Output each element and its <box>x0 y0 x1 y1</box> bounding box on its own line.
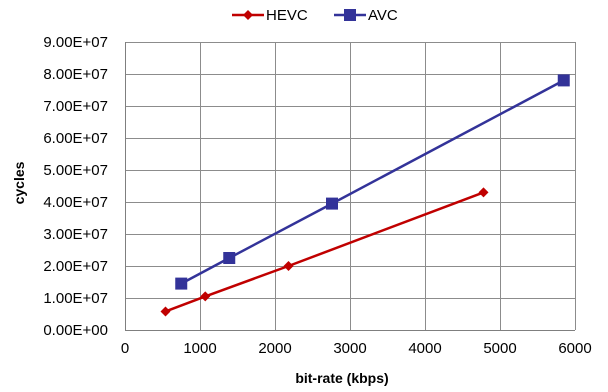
y-axis-tick-labels: 0.00E+00 1.00E+07 2.00E+07 3.00E+07 4.00E+07… <box>43 34 108 339</box>
legend-item-hevc: HEVC <box>232 7 308 24</box>
legend-label: HEVC <box>266 7 308 24</box>
series-line-avc <box>180 79 565 285</box>
data-point-hevc <box>478 187 489 198</box>
data-point-avc <box>223 252 236 264</box>
y-tick-label: 7.00E+07 <box>43 98 108 115</box>
legend-label: AVC <box>368 7 398 24</box>
series-line-hevc <box>165 191 484 313</box>
legend-marker-avc <box>344 9 356 21</box>
axes <box>125 42 575 331</box>
series-hevc <box>160 187 489 317</box>
data-series <box>160 74 570 317</box>
x-axis-title: bit-rate (kbps) <box>295 370 388 386</box>
data-point-avc <box>557 74 570 87</box>
y-tick-label: 6.00E+07 <box>43 130 108 147</box>
y-tick-label: 1.00E+07 <box>43 290 108 307</box>
data-point-hevc <box>283 261 294 271</box>
y-tick-label: 5.00E+07 <box>43 162 108 179</box>
x-tick-label: 1000 <box>183 340 216 357</box>
series-avc <box>175 74 570 290</box>
legend-marker-hevc <box>243 10 253 20</box>
data-point-hevc <box>200 291 211 302</box>
x-tick-label: 2000 <box>258 340 291 357</box>
x-tick-label: 6000 <box>558 340 591 357</box>
y-tick-label: 8.00E+07 <box>43 66 108 83</box>
y-tick-label: 3.00E+07 <box>43 226 108 243</box>
x-axis-tick-labels: 0 1000 2000 3000 4000 5000 6000 <box>121 340 592 357</box>
x-tick-label: 4000 <box>408 340 441 357</box>
grid-lines <box>125 42 576 330</box>
y-tick-label: 9.00E+07 <box>43 34 108 51</box>
y-tick-label: 2.00E+07 <box>43 258 108 275</box>
legend: HEVC AVC <box>232 7 398 24</box>
x-tick-label: 0 <box>121 340 129 357</box>
y-axis-title: cycles <box>11 161 27 204</box>
data-point-avc <box>326 197 338 210</box>
data-point-hevc <box>160 306 171 317</box>
y-tick-label: 0.00E+00 <box>43 322 108 339</box>
y-tick-label: 4.00E+07 <box>43 194 108 211</box>
x-tick-label: 5000 <box>483 340 516 357</box>
x-tick-label: 3000 <box>333 340 366 357</box>
legend-item-avc: AVC <box>334 7 398 24</box>
data-point-avc <box>175 277 188 290</box>
